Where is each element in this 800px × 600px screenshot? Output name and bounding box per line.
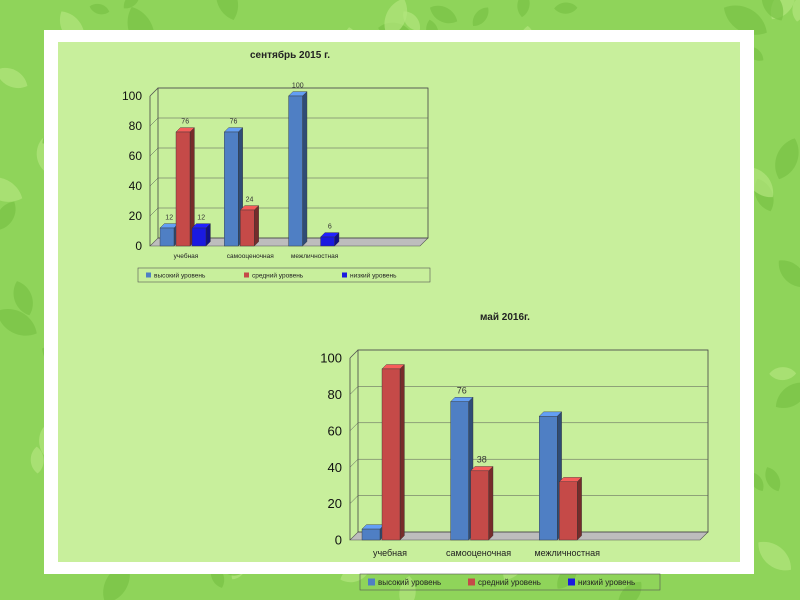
leaf-decoration bbox=[399, 575, 416, 600]
legend-label: высокий уровень bbox=[154, 271, 206, 279]
y-tick-label: 40 bbox=[129, 179, 143, 193]
gridline-side bbox=[349, 459, 359, 468]
gridline-side bbox=[349, 386, 359, 395]
data-label: 6 bbox=[328, 224, 332, 231]
category-label: самооценочная bbox=[227, 253, 274, 260]
data-label: 24 bbox=[246, 197, 254, 204]
y-tick-label: 0 bbox=[135, 239, 142, 253]
leaf-decoration bbox=[775, 382, 800, 408]
leaf-decoration bbox=[618, 581, 642, 600]
gridline-side bbox=[149, 87, 159, 97]
bar-mid-1 bbox=[239, 205, 260, 247]
leaf-decoration bbox=[0, 177, 23, 202]
bar-high-1 bbox=[450, 396, 474, 541]
category-label: учебная bbox=[174, 252, 199, 260]
leaf-decoration bbox=[89, 3, 110, 15]
legend-swatch bbox=[468, 578, 475, 586]
legend: высокий уровень средний уровень низкий уро… bbox=[359, 573, 661, 591]
bar-high-0 bbox=[361, 524, 385, 541]
category-label: учебная bbox=[373, 548, 407, 558]
legend-label: низкий уровень bbox=[578, 578, 635, 587]
leaf-decoration bbox=[769, 367, 797, 381]
bar-low-0 bbox=[191, 223, 211, 247]
legend-label: средний уровень bbox=[252, 271, 304, 279]
leaf-decoration bbox=[0, 67, 28, 89]
legend-swatch bbox=[342, 272, 347, 278]
chart-group: май 2016г. 0 20 40 60 80 100 учебная 76 38 самооце… bbox=[320, 312, 709, 591]
leaf-decoration bbox=[723, 5, 767, 35]
category-label: самооценочная bbox=[446, 548, 511, 558]
leaf-decoration bbox=[792, 0, 800, 22]
data-label: 100 bbox=[292, 83, 304, 90]
category-label: межличностная bbox=[534, 548, 600, 558]
bar-high-1 bbox=[223, 127, 244, 247]
legend-swatch bbox=[568, 578, 575, 586]
legend-label: средний уровень bbox=[478, 578, 541, 587]
legend-swatch bbox=[368, 578, 375, 586]
bar-high-2 bbox=[288, 91, 308, 247]
leaf-decoration bbox=[123, 0, 140, 9]
y-tick-label: 100 bbox=[320, 351, 342, 366]
leaf-decoration bbox=[430, 5, 458, 24]
y-tick-label: 60 bbox=[328, 423, 342, 438]
y-tick-label: 20 bbox=[328, 496, 342, 511]
legend-swatch bbox=[146, 272, 151, 278]
y-tick-label: 0 bbox=[335, 533, 342, 548]
leaf-decoration bbox=[403, 11, 421, 31]
bar-mid-1 bbox=[470, 465, 494, 541]
leaf-decoration bbox=[384, 0, 408, 37]
data-label: 12 bbox=[165, 215, 173, 222]
leaf-decoration bbox=[554, 2, 578, 14]
data-label: 12 bbox=[197, 215, 205, 222]
leaf-decoration bbox=[13, 281, 33, 316]
legend: высокий уровень средний уровень низкий уро… bbox=[137, 267, 431, 283]
chart-title: сентябрь 2015 г. bbox=[250, 49, 330, 61]
leaf-decoration bbox=[472, 7, 489, 26]
gridline-side bbox=[149, 147, 159, 157]
legend-swatch bbox=[244, 272, 249, 278]
bar-mid-0 bbox=[381, 364, 405, 541]
bar-high-0 bbox=[159, 223, 179, 247]
data-label: 76 bbox=[181, 119, 189, 126]
data-label: 76 bbox=[457, 385, 467, 395]
chart-group: сентябрь 2015 г. 0 20 40 60 80 100 12 76 12 учебна… bbox=[122, 49, 431, 283]
gridline-side bbox=[349, 349, 359, 359]
gridline-side bbox=[349, 422, 359, 431]
data-label: 38 bbox=[477, 454, 487, 464]
leaf-decoration bbox=[216, 0, 238, 20]
bar-low-2 bbox=[320, 232, 340, 247]
leaf-decoration bbox=[761, 0, 784, 21]
y-tick-label: 20 bbox=[129, 209, 143, 223]
chart-title: май 2016г. bbox=[480, 312, 530, 323]
data-label: 76 bbox=[230, 119, 238, 126]
y-tick-label: 40 bbox=[328, 460, 342, 475]
y-tick-label: 80 bbox=[129, 119, 143, 133]
y-tick-label: 80 bbox=[328, 387, 342, 402]
chart-back-wall bbox=[357, 349, 709, 533]
gridline-side bbox=[349, 495, 359, 504]
leaf-decoration bbox=[0, 201, 16, 231]
gridline-side bbox=[149, 117, 159, 127]
bar-mid-2 bbox=[558, 476, 583, 541]
bar-mid-0 bbox=[175, 127, 195, 247]
leaf-decoration bbox=[775, 138, 799, 180]
leaf-decoration bbox=[778, 260, 800, 288]
y-tick-label: 60 bbox=[129, 149, 143, 163]
legend-label: высокий уровень bbox=[378, 578, 441, 587]
leaf-decoration bbox=[0, 309, 37, 336]
y-tick-label: 100 bbox=[122, 89, 142, 103]
leaf-decoration bbox=[765, 467, 781, 492]
category-label: межличностная bbox=[291, 253, 339, 260]
gridline-side bbox=[149, 177, 159, 187]
gridline-side bbox=[149, 207, 159, 217]
leaf-decoration bbox=[30, 446, 44, 474]
leaf-decoration bbox=[758, 541, 792, 571]
legend-label: низкий уровень bbox=[350, 271, 397, 279]
leaf-decoration bbox=[517, 0, 530, 18]
bar-high-2 bbox=[538, 411, 563, 541]
